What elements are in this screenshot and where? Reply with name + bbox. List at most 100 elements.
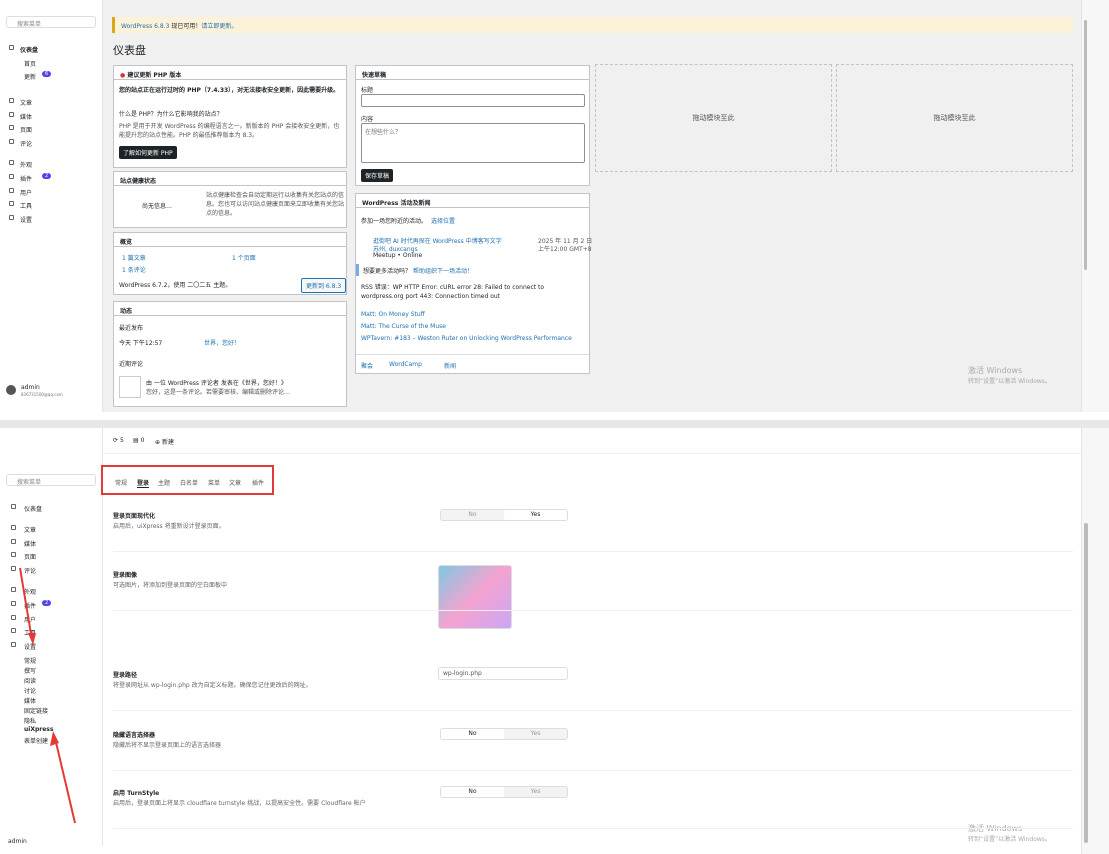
submenu-item[interactable]: 媒体 bbox=[24, 698, 37, 705]
menu-item[interactable]: 首页 bbox=[24, 61, 37, 68]
glance-posts[interactable]: 1 篇文章 bbox=[122, 255, 146, 262]
glance-pages[interactable]: 1 个页面 bbox=[232, 255, 256, 262]
menu-item[interactable]: 媒体 bbox=[24, 541, 37, 548]
toggle-option[interactable]: Yes bbox=[530, 788, 541, 795]
news-link[interactable]: Matt: On Money Stuff bbox=[361, 311, 425, 318]
user: admin bbox=[21, 384, 40, 391]
menu-item[interactable]: 评论 bbox=[20, 141, 33, 148]
comments-title: 近期评论 bbox=[119, 361, 144, 368]
menu-item[interactable]: 外观 bbox=[24, 589, 37, 596]
submenu-item[interactable]: 固定链接 bbox=[24, 708, 49, 715]
footer-link[interactable]: 新闻 bbox=[444, 363, 457, 370]
update-link[interactable]: 请立即更新。 bbox=[201, 23, 238, 30]
submenu-item[interactable]: 讨论 bbox=[24, 688, 37, 695]
toggle-option[interactable]: No bbox=[441, 787, 504, 797]
menu-item[interactable]: 用户 bbox=[20, 190, 33, 197]
menu-icon bbox=[11, 601, 16, 606]
draft-title-input[interactable] bbox=[361, 94, 585, 107]
menu-item[interactable]: 文章 bbox=[24, 527, 37, 534]
menu-icon bbox=[11, 504, 16, 509]
menu-item[interactable]: 评论 bbox=[24, 568, 37, 575]
events-title: WordPress 活动及新闻 bbox=[356, 194, 589, 208]
toggle-option[interactable]: No bbox=[468, 511, 477, 518]
sidebar: 搜索菜单 admin 仪表盘文章媒体页面评论外观插件用户工具设置2常规撰写阅读讨… bbox=[0, 428, 103, 846]
menu-item[interactable]: 页面 bbox=[24, 554, 37, 561]
toggle[interactable]: No Yes bbox=[440, 786, 568, 798]
draft-button[interactable]: 保存草稿 bbox=[361, 169, 394, 182]
login-image[interactable] bbox=[438, 565, 512, 629]
glance-comments[interactable]: 1 条评论 bbox=[122, 267, 146, 274]
dropzone: 拖动模块至此 bbox=[836, 64, 1073, 172]
menu-item[interactable]: 文章 bbox=[20, 100, 33, 107]
help-link[interactable]: 帮助组织下一场活动！ bbox=[412, 268, 473, 275]
arrows bbox=[19, 567, 76, 824]
glance-button[interactable]: 更新到 6.8.3 bbox=[301, 278, 347, 293]
menu-item[interactable]: 设置 bbox=[24, 644, 37, 651]
php-button[interactable]: 了解如何更新 PHP bbox=[119, 146, 177, 159]
badge: 2 bbox=[42, 173, 52, 179]
menu-icon bbox=[9, 139, 14, 144]
search[interactable]: 搜索菜单 bbox=[6, 474, 96, 486]
footer-link[interactable]: 聚会 bbox=[361, 363, 374, 370]
toggle-option[interactable]: Yes bbox=[504, 510, 567, 520]
news-link[interactable]: WPTavern: #183 – Weston Ruter on Unlocki… bbox=[361, 335, 572, 342]
menu-icon bbox=[11, 566, 16, 571]
news-link[interactable]: Matt: The Curse of the Muse bbox=[361, 323, 446, 330]
divider bbox=[113, 710, 1073, 711]
avatar bbox=[6, 385, 16, 395]
menu-item[interactable]: 媒体 bbox=[20, 114, 33, 121]
tab[interactable]: 白名单 bbox=[180, 480, 199, 487]
menu-item[interactable]: 插件 bbox=[20, 176, 33, 183]
toolbar-comments[interactable]: ▤ 0 bbox=[133, 437, 145, 444]
setting-title: 登录图像 bbox=[113, 572, 138, 579]
menu-item[interactable]: 更新 bbox=[24, 74, 37, 81]
footer-link[interactable]: WordCamp bbox=[389, 361, 422, 368]
menu-item[interactable]: 仪表盘 bbox=[24, 506, 43, 513]
menu-item[interactable]: 页面 bbox=[20, 127, 33, 134]
activity-box: 动态 最近发布 今天 下午12:57 世界，您好！ 近期评论 由 一位 Word… bbox=[113, 301, 347, 407]
menu-icon bbox=[11, 525, 16, 530]
submenu-item[interactable]: 常规 bbox=[24, 658, 37, 665]
submenu-item[interactable]: 隐私 bbox=[24, 718, 37, 725]
tab[interactable]: 菜单 bbox=[208, 480, 221, 487]
submenu-item[interactable]: 表单创建 bbox=[24, 738, 49, 745]
events-location[interactable]: 选择位置 bbox=[431, 218, 456, 225]
tab[interactable]: 常规 bbox=[115, 480, 128, 487]
toolbar-new[interactable]: ⊕ 新建 bbox=[155, 439, 174, 446]
email: 836731500@qq.com bbox=[21, 392, 63, 397]
toolbar-updates[interactable]: ⟳ 5 bbox=[113, 437, 124, 444]
version-link[interactable]: WordPress 6.8.3 bbox=[121, 23, 170, 30]
tab[interactable]: 插件 bbox=[252, 480, 265, 487]
watermark-text: 转到“设置”以激活 Windows。 bbox=[968, 378, 1051, 385]
menu-icon bbox=[11, 552, 16, 557]
setting-desc: 启用后，uiXpress 将重新设计登录页面。 bbox=[113, 523, 225, 530]
toggle-option[interactable]: No bbox=[441, 729, 504, 739]
submenu-item[interactable]: uiXpress bbox=[24, 726, 54, 733]
menu-item[interactable]: 设置 bbox=[20, 217, 33, 224]
watermark-title: 激活 Windows bbox=[968, 366, 1023, 375]
setting-desc: 隐藏后将不显示登录页面上的语言选择器 bbox=[113, 742, 222, 749]
event-host[interactable]: 苏州, duxcangs bbox=[373, 246, 418, 253]
tab[interactable]: 文章 bbox=[229, 480, 242, 487]
toggle[interactable]: No Yes bbox=[440, 509, 568, 521]
text-input[interactable]: wp-login.php bbox=[438, 667, 568, 680]
submenu-item[interactable]: 撰写 bbox=[24, 668, 37, 675]
draft-content[interactable]: 在想些什么？ bbox=[361, 123, 585, 163]
menu-item[interactable]: 工具 bbox=[20, 203, 33, 210]
badge: 2 bbox=[42, 600, 52, 606]
tab[interactable]: 主题 bbox=[158, 480, 171, 487]
divider bbox=[113, 551, 1073, 552]
toggle[interactable]: No Yes bbox=[440, 728, 568, 740]
submenu-item[interactable]: 阅读 bbox=[24, 678, 37, 685]
toggle-option[interactable]: Yes bbox=[530, 730, 541, 737]
menu-item[interactable]: 用户 bbox=[24, 617, 37, 624]
menu-item[interactable]: 插件 bbox=[24, 603, 37, 610]
tab[interactable]: 登录 bbox=[137, 480, 150, 488]
event-title[interactable]: 逛街吧 AI 时代再探在 WordPress 中博客写文字 bbox=[373, 238, 502, 245]
php-question: 什么是 PHP？为什么它影响我的站点？ bbox=[119, 111, 223, 118]
menu-item[interactable]: 仪表盘 bbox=[20, 47, 39, 54]
search[interactable]: 搜索菜单 bbox=[6, 16, 96, 28]
activity-post[interactable]: 世界，您好！ bbox=[204, 340, 241, 347]
menu-item[interactable]: 外观 bbox=[20, 162, 33, 169]
